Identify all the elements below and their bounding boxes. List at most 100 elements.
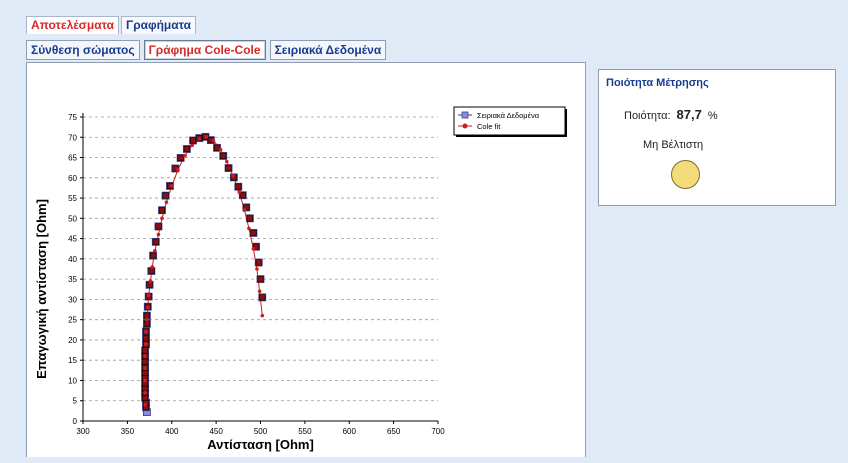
quality-value: 87,7 [676,107,702,122]
x-tick-label-500: 500 [254,427,268,436]
serial-data-point-overlay [259,294,266,301]
y-tick-label-0: 0 [73,417,78,426]
cole-fit-point [204,135,209,139]
serial-data-point-overlay [142,347,149,354]
legend-box [453,106,566,136]
tab-results[interactable]: Αποτελέσματα [26,16,119,34]
cole-fit-point [143,390,147,395]
x-tick-label-300: 300 [76,427,90,436]
cole-fit-line [144,136,263,405]
cole-fit-point [237,190,241,194]
tab-body-composition[interactable]: Σύνθεση σώματος [26,40,140,60]
serial-data-point-overlay [189,137,197,144]
y-tick-label-15: 15 [68,356,77,365]
y-tick-label-40: 40 [68,255,77,264]
cole-fit-point [257,289,262,294]
quality-label: Ποιότητα: [624,110,671,122]
tab-serial-data[interactable]: Σειριακά Δεδομένα [269,40,387,60]
cole-fit-point [143,378,147,383]
cole-fit-point [218,147,223,152]
y-tick-label-25: 25 [68,316,77,325]
quality-title: Ποιότητα Μέτρησης [606,77,709,89]
cole-fit-point [197,137,202,141]
serial-data-point-overlay [143,320,150,327]
y-tick-label-20: 20 [68,336,77,345]
main-tab-bar: Αποτελέσματα Γραφήματα [26,16,197,34]
y-tick-label-50: 50 [68,214,77,223]
quality-indicator-lamp [671,160,700,189]
serial-data-point-overlay [142,358,149,365]
y-tick-label-45: 45 [68,235,77,244]
cole-fit-point [143,354,147,358]
cole-fit-point [156,232,161,237]
serial-data-point-overlay [252,243,260,250]
serial-data-point-overlay [225,164,232,172]
x-tick-label-400: 400 [165,427,179,436]
y-tick-label-60: 60 [68,174,77,183]
cole-fit-point [145,305,150,310]
x-tick-label-600: 600 [343,427,357,436]
tab-charts[interactable]: Γραφήματα [120,16,197,34]
y-tick-label-10: 10 [68,376,77,385]
cole-fit-point [153,248,157,253]
serial-data-point-overlay [142,369,149,376]
serial-data-point-overlay [142,394,149,401]
cole-fit-point [211,138,216,143]
cole-fit-point [251,246,256,251]
serial-data-point-overlay [177,154,184,162]
cole-fit-point [143,366,147,371]
y-tick-label-55: 55 [68,194,77,203]
cole-fit-point [144,342,148,346]
x-axis-label: Αντίσταση [Ohm] [207,437,314,452]
cole-fit-point [148,279,153,283]
cole-fit-point [145,317,149,322]
serial-data-point-overlay [148,267,155,275]
serial-data-point-overlay [142,335,150,342]
cole-fit-point [190,143,194,148]
cole-fit-point [160,216,164,221]
legend-serial-marker [461,111,469,119]
serial-data-point-overlay [143,312,150,319]
quality-panel: Ποιότητα Μέτρησης Ποιότητα: 87,7 % Μη Βέ… [598,69,836,206]
cole-fit-point [247,226,251,231]
x-tick-label-650: 650 [387,427,401,436]
serial-data-point-overlay [246,215,253,222]
serial-data-point-overlay [155,223,162,230]
legend-cole-label: Cole fit [477,122,501,131]
y-tick-label-70: 70 [68,133,77,142]
y-tick-label-35: 35 [68,275,77,284]
quality-line: Ποιότητα: 87,7 % [624,107,718,122]
x-tick-label-550: 550 [298,427,312,436]
cole-fit-point [224,159,229,164]
tab-cole-cole-chart[interactable]: Γράφημα Cole-Cole [143,40,266,60]
serial-data-point-overlay [150,252,157,259]
legend-cole-marker [462,123,468,129]
y-tick-label-65: 65 [68,154,77,163]
y-tick-label-5: 5 [73,397,78,406]
chart-panel: 0 5 10 15 20 25 30 35 40 45 50 55 60 65 70 75 300 350 400 4… [26,62,586,457]
cole-fit-point [150,265,155,269]
cole-fit-point [146,293,151,298]
serial-data-point-overlay [162,192,169,199]
serial-data-point-overlay [152,238,159,245]
serial-data-point-overlay [250,229,257,237]
serial-data-point-overlay [239,192,246,199]
x-tick-label-700: 700 [431,427,445,436]
cole-fit-point [242,208,247,213]
cole-fit-point [255,267,259,271]
legend-serial-label: Σειριακά Δεδομένα [477,111,540,120]
serial-data-point-overlay [255,259,262,266]
cole-fit-point [143,402,147,407]
cole-fit-point [176,167,180,172]
quality-unit: % [707,110,718,122]
quality-status: Μη Βέλτιστη [643,139,704,151]
y-tick-label-75: 75 [68,113,77,122]
cole-fit-point [164,200,169,204]
serial-data-point-overlay [146,281,153,288]
x-tick-label-450: 450 [209,427,223,436]
cole-cole-chart: 0 5 10 15 20 25 30 35 40 45 50 55 60 65 70 75 300 350 400 4… [34,106,567,452]
serial-data-point-overlay [220,152,227,160]
x-tick-label-350: 350 [121,427,135,436]
cole-fit-point [183,153,187,158]
top-strip [0,0,848,12]
